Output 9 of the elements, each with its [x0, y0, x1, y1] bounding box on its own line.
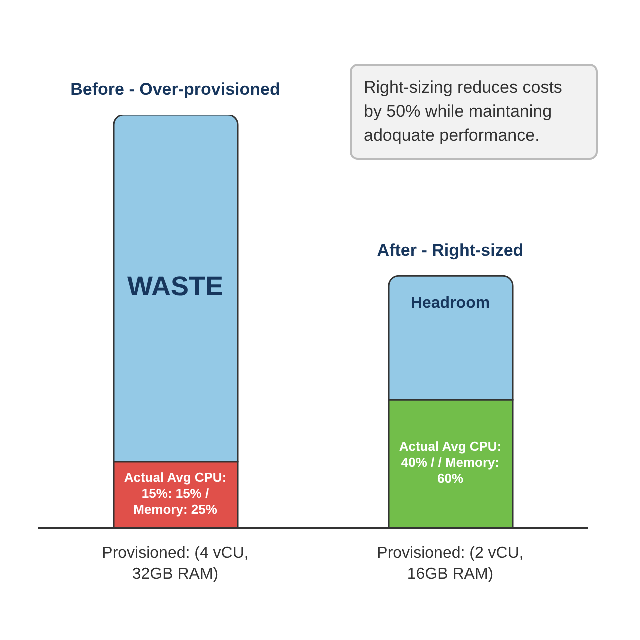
x-tick-label: Provisioned: (2 vCU, 16GB RAM) — [377, 545, 524, 583]
annotation: After - Right-sized — [377, 241, 524, 260]
annotation: Right-sizing reduces costs by 50% while maintaning adoquate performance. — [350, 64, 598, 160]
annotation: Actual Avg CPU: 40% / / Memory: 60% — [399, 439, 502, 486]
annotation: WASTE — [127, 272, 224, 302]
annotation: Headroom — [410, 295, 490, 312]
annotation: Actual Avg CPU: 15%: 15% / Memory: 25% — [124, 470, 227, 518]
x-tick-label: Provisioned: (4 vCU, 32GB RAM) — [102, 545, 249, 583]
annotation: Before - Over-provisioned — [70, 80, 280, 99]
